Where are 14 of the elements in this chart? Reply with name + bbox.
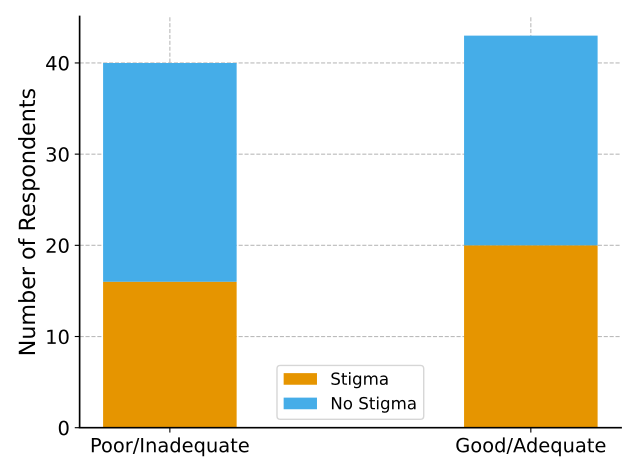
x-tick-label: Poor/Inadequate xyxy=(92,437,249,456)
bar xyxy=(464,245,598,428)
legend-label: No Stigma xyxy=(332,396,416,413)
x-tick-label: Good/Adequate xyxy=(456,437,606,456)
y-axis-title: Number of Respondents xyxy=(18,88,40,354)
bar xyxy=(103,282,237,428)
bar xyxy=(464,36,598,246)
y-tick-label: 0 xyxy=(58,420,69,436)
legend-label: Stigma xyxy=(331,372,388,388)
bar xyxy=(103,62,237,282)
y-tick-label: 40 xyxy=(46,56,69,71)
y-tick-label: 30 xyxy=(46,147,69,162)
y-tick-label: 10 xyxy=(47,329,69,344)
y-tick-label: 20 xyxy=(46,238,69,253)
